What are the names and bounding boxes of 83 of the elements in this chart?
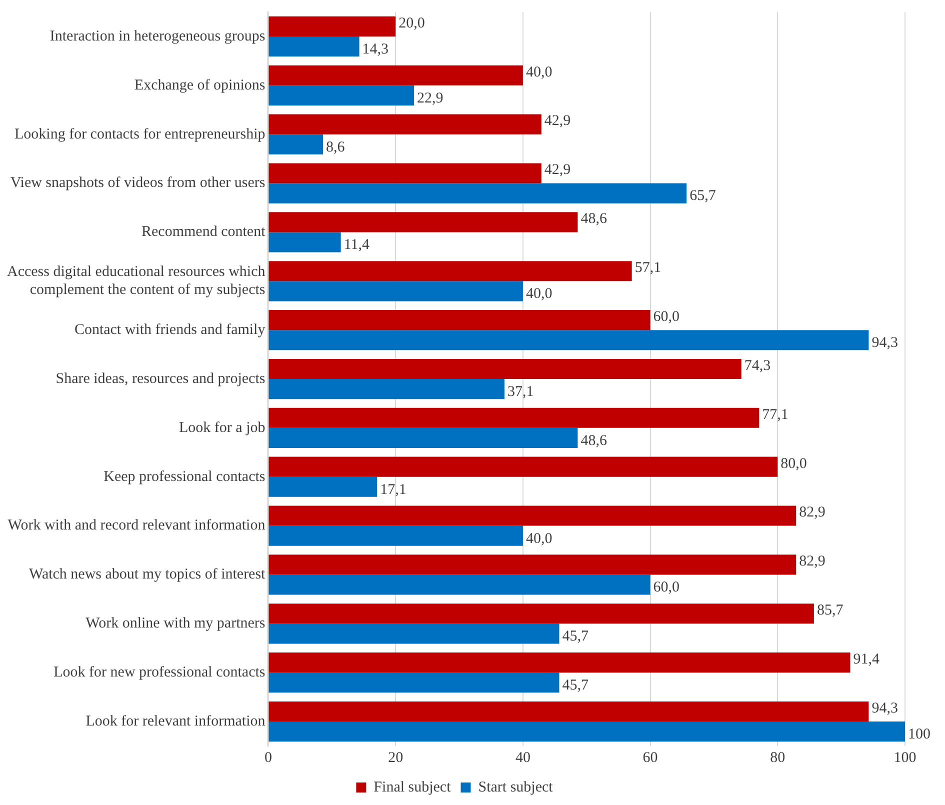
x-tick-label: 60: [642, 750, 658, 766]
bar: [268, 183, 687, 204]
bar: [268, 428, 578, 448]
y-tick-label: Recommend content: [142, 224, 266, 240]
data-label: 48,6: [580, 211, 608, 228]
y-tick-label: Contact with friends and family: [74, 322, 266, 338]
bar: [268, 134, 323, 154]
bar: [268, 330, 869, 350]
bar: [268, 310, 650, 330]
bar: [268, 261, 632, 282]
y-tick-label: Keep professional contacts: [104, 468, 266, 485]
bar: [268, 212, 578, 232]
data-label: 22,9: [417, 90, 444, 106]
y-tick-label: Share ideas, resources and projects: [56, 370, 266, 387]
bar: [268, 526, 523, 546]
bar: [268, 672, 560, 693]
bar: [268, 476, 378, 497]
y-tick-label: Look for a job: [179, 420, 266, 436]
data-label: 40,0: [526, 64, 552, 80]
data-label: 60,0: [653, 308, 680, 325]
legend-label: Final subject: [374, 779, 452, 796]
data-label: 20,0: [398, 15, 425, 32]
data-label: 17,1: [380, 482, 406, 498]
bar: [268, 85, 414, 106]
y-tick-label: Interaction in heterogeneous groups: [50, 28, 266, 44]
data-label: 85,7: [816, 602, 844, 619]
data-label: 37,1: [507, 384, 534, 400]
data-label: 42,9: [544, 113, 571, 130]
bar: [268, 624, 560, 644]
data-label: 11,4: [344, 237, 370, 254]
bar: [268, 358, 742, 379]
y-tick-label: Look for new professional contacts: [54, 664, 266, 681]
x-tick-label: 40: [515, 750, 530, 766]
bar: [268, 114, 542, 134]
x-tick-label: 0: [264, 750, 272, 766]
data-label: 82,9: [799, 554, 826, 570]
bar: [268, 722, 905, 742]
bar: [268, 574, 650, 595]
data-label: 45,7: [562, 678, 589, 694]
x-tick-label: 100: [894, 750, 916, 766]
y-tick-label: Access digital educational resources which complement the content of my subjects: [6, 264, 266, 298]
y-tick-label: Watch news about my topics of interest: [28, 566, 266, 583]
data-label: 100: [908, 726, 930, 742]
bar: [268, 604, 814, 624]
data-label: 94,3: [872, 700, 898, 716]
y-tick-label: View snapshots of videos from other users: [10, 175, 266, 192]
bar: [268, 65, 523, 86]
x-tick-label: 20: [388, 750, 404, 766]
data-label: 40,0: [526, 530, 552, 547]
data-label: 8,6: [326, 139, 346, 156]
data-label: 74,3: [744, 358, 771, 374]
data-label: 91,4: [853, 652, 880, 668]
y-tick-label: Exchange of opinions: [134, 77, 266, 94]
data-label: 57,1: [634, 260, 662, 276]
bar: [268, 281, 523, 302]
data-label: 40,0: [526, 286, 552, 302]
x-tick-label: 80: [770, 750, 786, 766]
data-label: 65,7: [690, 188, 716, 204]
data-label: 48,6: [580, 432, 608, 449]
data-label: 77,1: [762, 406, 788, 423]
bar: [268, 408, 760, 428]
bar: [268, 232, 341, 252]
y-tick-label: Work online with my partners: [86, 616, 266, 632]
data-label: 42,9: [544, 162, 571, 178]
data-label: 60,0: [653, 580, 680, 596]
y-tick-label: Looking for contacts for entrepreneurship: [14, 126, 266, 142]
bar: [268, 554, 796, 575]
bar: [268, 16, 396, 36]
bar: [268, 36, 360, 57]
bar: [268, 652, 850, 673]
legend-label: Start subject: [478, 779, 554, 796]
data-label: 94,3: [872, 335, 898, 352]
bar: [268, 379, 504, 400]
bar: [268, 456, 778, 477]
bar: [268, 506, 796, 526]
y-tick-label: Look for relevant information: [86, 713, 266, 730]
y-tick-label: Work with and record relevant information: [8, 518, 266, 534]
data-label: 80,0: [780, 456, 807, 472]
data-label: 14,3: [362, 41, 389, 58]
bar: [268, 701, 869, 722]
data-label: 82,9: [799, 504, 826, 521]
data-label: 45,7: [562, 628, 589, 645]
bar: [268, 163, 542, 184]
